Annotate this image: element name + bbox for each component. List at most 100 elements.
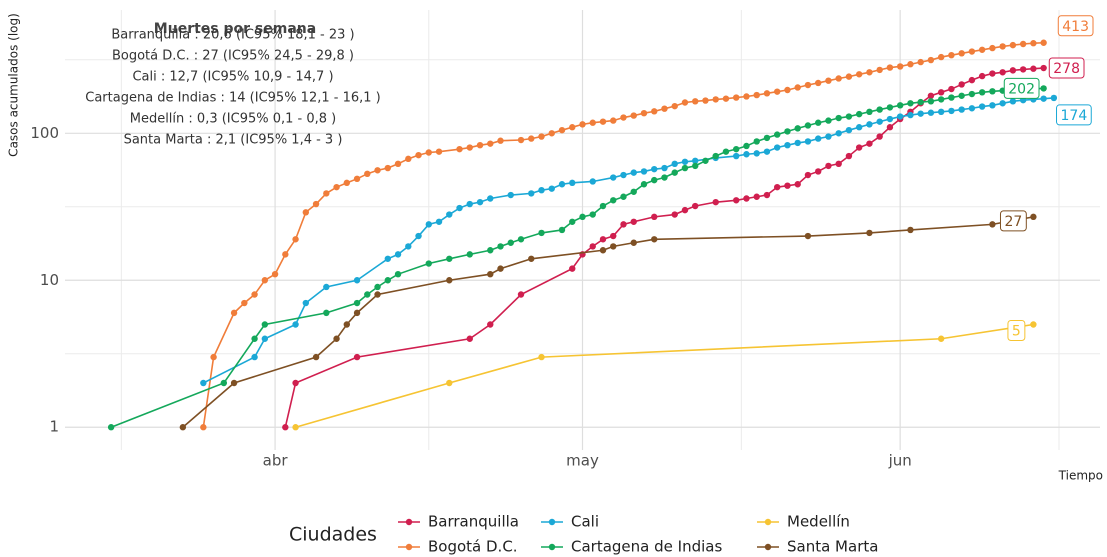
point [466,200,473,208]
point [538,133,545,140]
point [722,148,730,155]
point [251,353,258,361]
x-tick-label: jun [888,452,912,470]
point [630,218,637,225]
point [927,56,935,64]
point [292,321,299,328]
point [702,97,709,104]
point [394,270,402,278]
point [251,291,258,298]
point [702,157,709,164]
point [640,168,648,175]
point [651,176,658,184]
point [374,283,381,291]
point [651,165,658,173]
series [200,39,1047,431]
line [295,323,1034,429]
point [845,73,853,80]
legend-label: Cali [571,513,599,531]
point [743,151,750,158]
point [907,111,914,119]
point [855,124,863,131]
point [753,91,760,99]
point [610,243,617,250]
point [774,183,781,191]
point [323,309,330,317]
point [794,125,801,132]
point [866,108,873,116]
point [589,178,596,185]
point [681,206,689,214]
point [784,182,791,189]
point [1009,98,1017,105]
point [620,171,627,179]
point [978,72,986,80]
x-tick-label: may [566,452,599,470]
point [220,379,228,387]
point [886,104,894,111]
point [640,181,648,188]
point [487,321,494,328]
point [343,321,351,328]
legend-marker [764,543,772,551]
point [302,209,310,216]
point [528,190,535,197]
annotation: Santa Marta : 2,1 (IC95% 1,4 - 3 ) [124,133,343,148]
point [446,277,453,284]
point [825,162,832,170]
point [876,118,883,125]
point [825,133,832,140]
point [487,247,494,254]
point [845,126,853,134]
point [425,149,432,156]
point [835,114,842,122]
end-label: 5 [1012,324,1021,340]
point [569,179,576,187]
point [343,179,351,187]
point [538,229,545,237]
point [517,236,525,243]
point [579,121,586,128]
annotation: Barranquilla : 20,6 (IC95% 18,1 - 23 ) [111,28,354,43]
point [353,309,361,317]
point [835,130,842,137]
point [292,236,299,243]
point [692,98,699,105]
point [374,291,381,298]
point [1030,65,1037,72]
point [948,85,955,93]
point [804,81,812,89]
point [978,46,986,53]
point [989,102,996,109]
legend-marker [405,543,413,551]
annotation: Medellín : 0,3 (IC95% 0,1 - 0,8 ) [130,112,337,127]
point [384,255,391,262]
point [825,117,832,124]
annotation: Bogotá D.C. : 27 (IC95% 24,5 - 29,8 ) [112,49,354,64]
point [323,190,330,197]
point [999,43,1006,50]
end-label: 202 [1008,81,1035,97]
point [804,122,812,129]
point [681,158,689,165]
point [579,213,586,221]
point [497,137,504,144]
point [333,183,340,191]
point [763,191,771,199]
point [589,211,596,218]
point [497,243,504,250]
point [886,64,894,71]
point [968,76,976,84]
point [405,155,412,163]
end-label: 413 [1062,19,1089,35]
point [794,181,801,188]
point [937,335,945,342]
point [814,119,822,126]
end-label: 278 [1053,61,1080,77]
point [886,124,894,131]
point [804,232,812,240]
point [558,181,566,188]
point [610,117,617,124]
point [937,108,945,116]
